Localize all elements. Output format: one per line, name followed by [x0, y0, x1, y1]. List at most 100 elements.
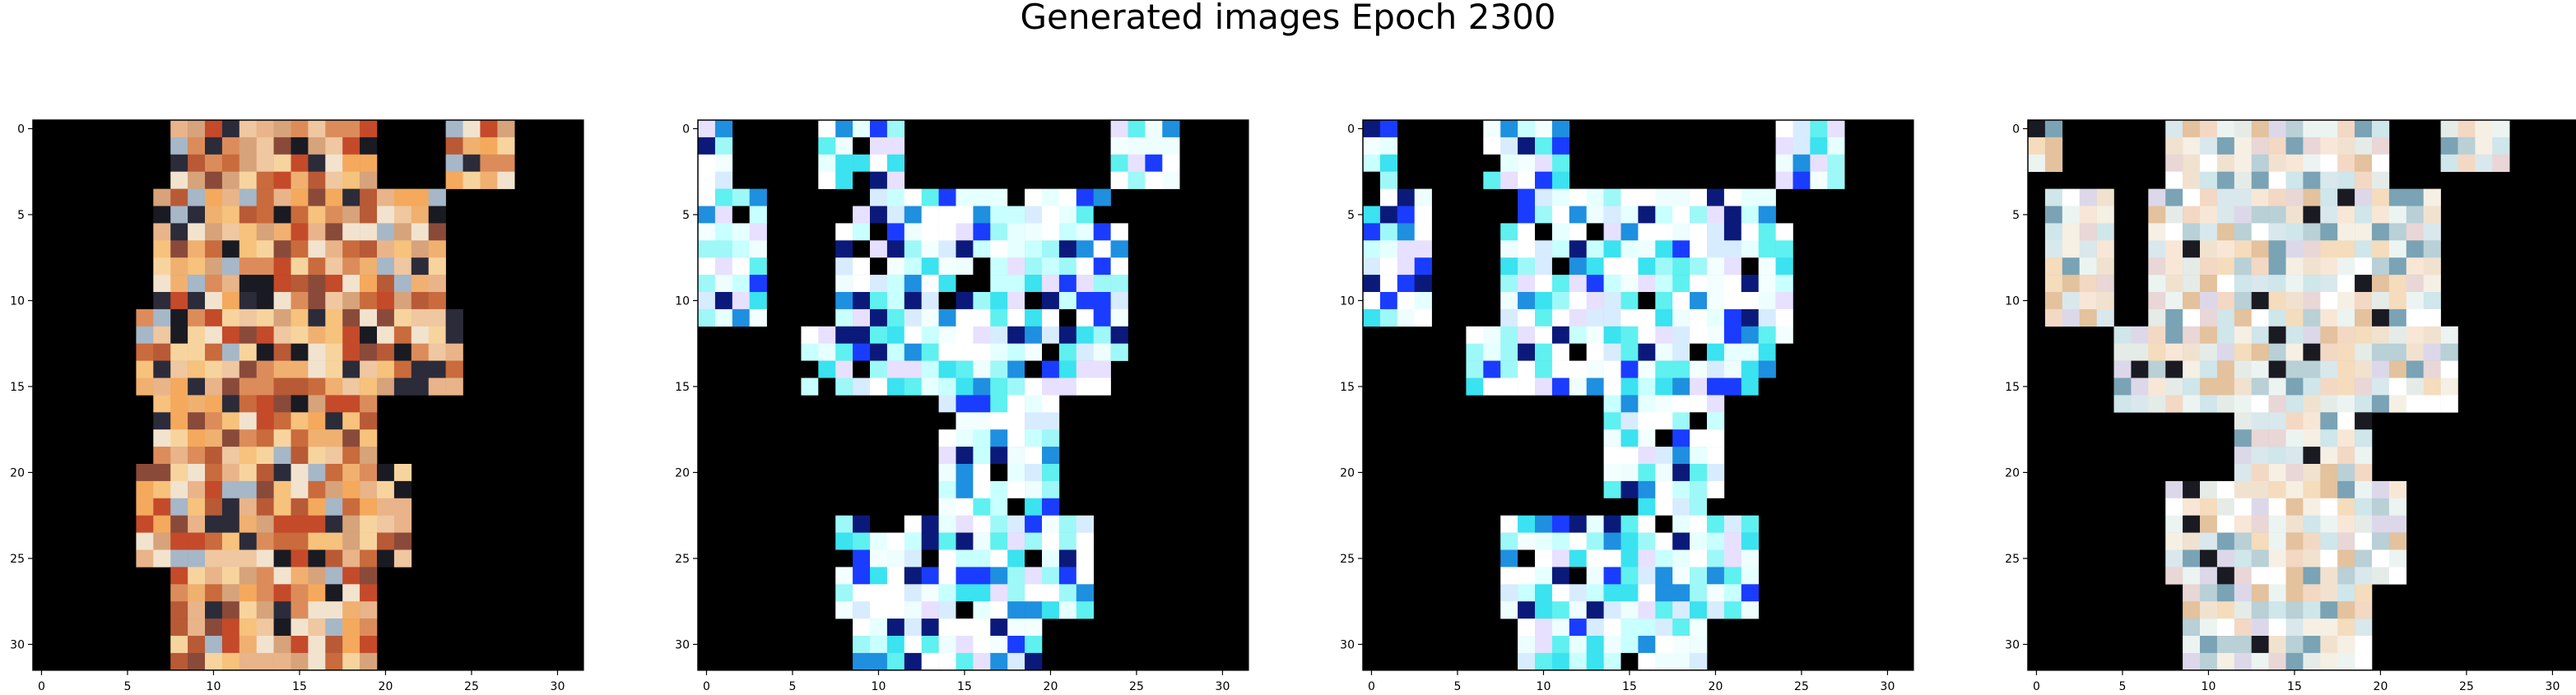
pixel-cell — [342, 292, 360, 310]
pixel-cell — [1638, 515, 1656, 533]
y-tick-label: 25 — [1340, 553, 1355, 566]
pixel-cell — [188, 154, 206, 172]
pixel-cell — [2388, 308, 2407, 327]
pixel-cell — [1690, 464, 1708, 482]
pixel-cell — [256, 240, 274, 258]
pixel-cell — [904, 326, 922, 344]
pixel-cell — [1518, 206, 1536, 224]
pixel-cell — [2285, 412, 2304, 430]
pixel-cell — [308, 584, 326, 602]
pixel-cell — [1638, 326, 1656, 344]
pixel-cell — [411, 275, 429, 293]
pixel-cell — [2337, 360, 2355, 378]
pixel-cell — [956, 429, 974, 447]
pixel-cell — [1620, 188, 1639, 206]
pixel-cell — [221, 619, 240, 637]
pixel-cell — [2216, 601, 2235, 619]
pixel-cell — [714, 188, 733, 206]
pixel-cell — [342, 171, 360, 189]
pixel-cell — [1535, 292, 1553, 310]
pixel-cell — [256, 429, 274, 447]
pixel-cell — [1042, 480, 1060, 499]
pixel-cell — [1655, 532, 1673, 550]
pixel-cell — [921, 567, 939, 585]
pixel-cell — [1363, 154, 1381, 172]
pixel-cell — [698, 223, 716, 241]
pixel-cell — [904, 549, 922, 568]
y-tick-label: 10 — [2005, 294, 2020, 308]
pixel-cell — [2234, 257, 2252, 276]
pixel-cell — [2268, 378, 2286, 396]
pixel-cell — [1500, 601, 1518, 619]
pixel-cell — [853, 326, 871, 344]
pixel-cell — [2285, 120, 2304, 138]
pixel-cell — [256, 395, 274, 413]
pixel-cell — [2355, 206, 2373, 224]
pixel-cell — [221, 154, 240, 172]
pixel-cell — [1690, 584, 1708, 602]
pixel-cell — [956, 515, 974, 533]
pixel-cell — [342, 447, 360, 465]
pixel-cell — [853, 619, 871, 637]
pixel-cell — [1379, 206, 1398, 224]
pixel-cell — [1128, 171, 1146, 189]
pixel-cell — [2200, 601, 2218, 619]
pixel-cell — [2320, 619, 2338, 637]
pixel-cell — [1025, 515, 1043, 533]
pixel-cell — [273, 120, 291, 138]
pixel-cell — [2320, 636, 2338, 654]
pixel-cell — [1500, 223, 1518, 241]
pixel-cell — [2372, 326, 2390, 344]
pixel-cell — [956, 326, 974, 344]
pixel-cell — [2131, 395, 2149, 413]
pixel-cell — [1025, 378, 1043, 396]
pixel-cell — [1535, 171, 1553, 189]
pixel-cell — [1586, 567, 1604, 585]
pixel-cell — [205, 619, 223, 637]
pixel-cell — [1058, 188, 1077, 206]
pixel-cell — [1042, 308, 1060, 327]
pixel-cell — [1707, 360, 1725, 378]
pixel-cell — [239, 223, 257, 241]
pixel-cell — [870, 532, 888, 550]
pixel-cell — [1007, 326, 1025, 344]
pixel-cell — [904, 292, 922, 310]
pixel-cell — [291, 412, 309, 430]
x-tick-label: 25 — [1129, 680, 1144, 693]
pixel-cell — [2062, 188, 2080, 206]
pixel-cell — [1058, 549, 1077, 568]
pixel-cell — [393, 275, 412, 293]
pixel-cell — [1672, 498, 1690, 516]
pixel-cell — [853, 549, 871, 568]
pixel-cell — [342, 326, 360, 344]
pixel-cell — [273, 257, 291, 276]
pixel-cell — [1690, 429, 1708, 447]
pixel-cell — [1093, 360, 1111, 378]
pixel-cell — [273, 601, 291, 619]
pixel-cell — [1518, 154, 1536, 172]
pixel-cell — [2183, 240, 2201, 258]
pixel-cell — [2251, 343, 2269, 361]
pixel-cell — [1586, 292, 1604, 310]
pixel-cell — [2062, 308, 2080, 327]
pixel-cell — [835, 343, 853, 361]
pixel-cell — [1025, 240, 1043, 258]
pixel-cell — [170, 549, 188, 568]
pixel-cell — [904, 601, 922, 619]
pixel-cell — [732, 223, 750, 241]
pixel-cell — [1569, 619, 1587, 637]
pixel-cell — [1042, 395, 1060, 413]
pixel-cell — [2457, 137, 2476, 155]
pixel-cell — [1110, 154, 1128, 172]
pixel-cell — [1500, 326, 1518, 344]
pixel-cell — [2183, 652, 2201, 671]
pixel-cell — [886, 257, 905, 276]
pixel-cell — [1775, 343, 1793, 361]
pixel-cell — [2303, 636, 2321, 654]
pixel-cell — [325, 240, 343, 258]
pixel-cell — [360, 240, 378, 258]
pixel-cell — [886, 378, 905, 396]
pixel-cell — [136, 532, 154, 550]
pixel-cell — [1672, 275, 1690, 293]
pixel-cell — [1535, 515, 1553, 533]
